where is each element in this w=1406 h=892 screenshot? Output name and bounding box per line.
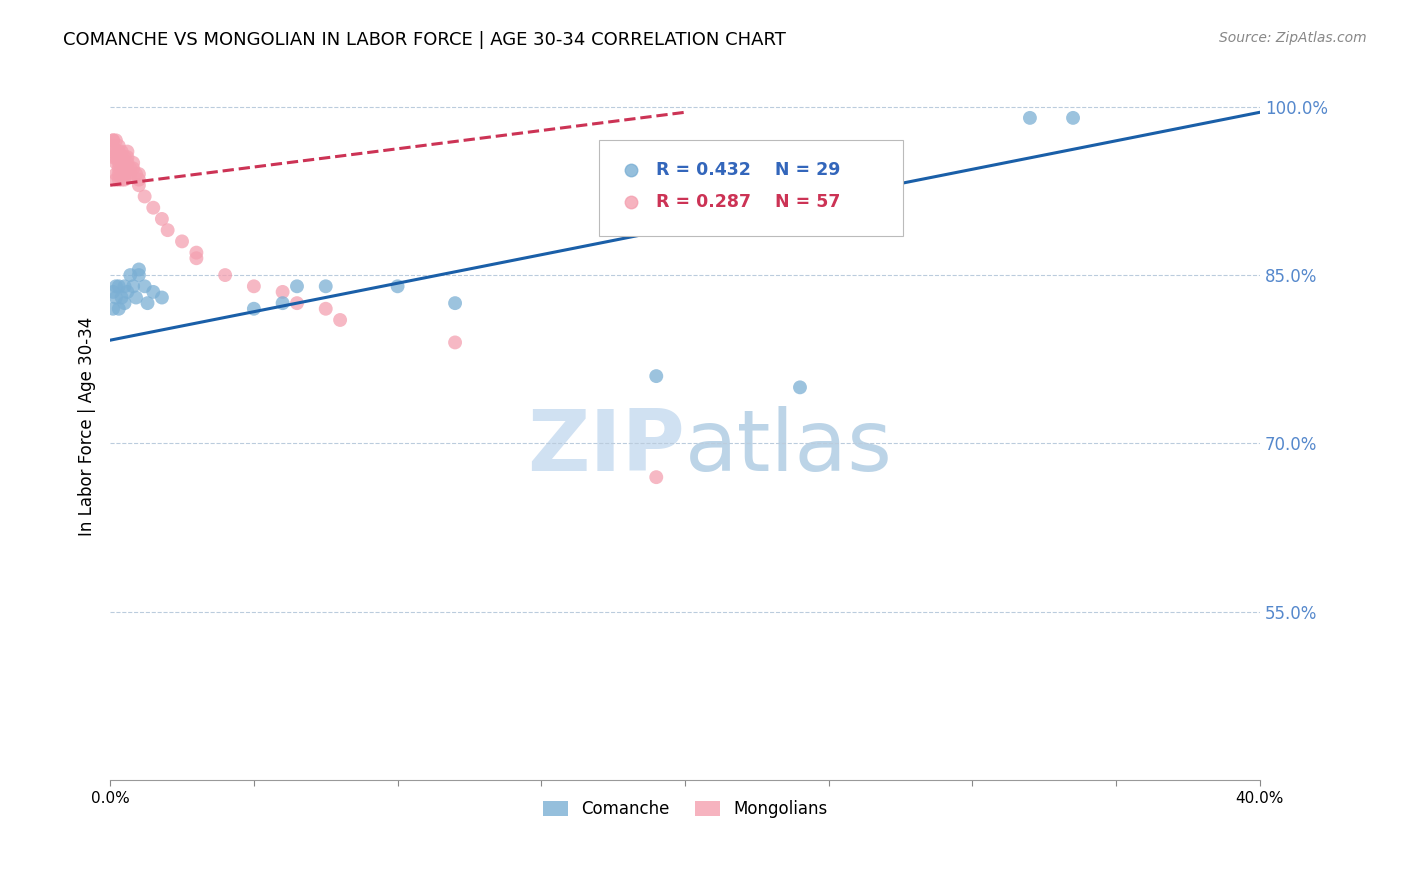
Point [101,285,124,299]
Point [285,296,308,310]
Point [125,291,148,305]
Point [114,150,136,164]
Point [111,167,134,181]
Point [214,268,236,282]
Point [128,167,150,181]
Point [114,279,136,293]
Point [122,279,145,293]
Point [107,150,129,164]
Point [444,335,467,350]
Point [104,156,127,170]
Point [111,145,134,159]
Text: atlas: atlas [685,407,893,490]
Point [107,172,129,186]
Point [645,369,668,384]
Point [107,167,129,181]
Point [645,470,668,484]
Point [117,150,139,164]
Point [111,161,134,176]
Point [114,167,136,181]
Point [1019,111,1042,125]
Point [128,172,150,186]
Point [243,279,266,293]
Point [117,145,139,159]
Text: COMANCHE VS MONGOLIAN IN LABOR FORCE | AGE 30-34 CORRELATION CHART: COMANCHE VS MONGOLIAN IN LABOR FORCE | A… [63,31,786,49]
Point [128,262,150,277]
Legend: Comanche, Mongolians: Comanche, Mongolians [536,794,834,825]
Point [285,279,308,293]
Point [789,380,811,394]
Point [104,279,127,293]
Point [315,279,337,293]
Text: ZIP: ZIP [527,407,685,490]
Point [101,133,124,147]
Point [150,211,173,226]
Point [107,301,129,316]
Point [1062,111,1084,125]
Point [111,291,134,305]
Point [170,235,193,249]
Point [117,167,139,181]
Y-axis label: In Labor Force | Age 30-34: In Labor Force | Age 30-34 [79,317,96,536]
Point [111,172,134,186]
Point [107,145,129,159]
Point [444,296,467,310]
Point [107,139,129,153]
Point [111,150,134,164]
Point [142,285,165,299]
Point [329,313,352,327]
Point [271,296,294,310]
Point [104,172,127,186]
Point [117,156,139,170]
Point [142,201,165,215]
Point [125,167,148,181]
Point [101,133,124,147]
Point [114,161,136,176]
Point [104,150,127,164]
FancyBboxPatch shape [599,140,904,235]
Text: R = 0.432    N = 29: R = 0.432 N = 29 [657,161,841,179]
Point [128,268,150,282]
Point [387,279,409,293]
Point [156,223,179,237]
Point [104,291,127,305]
Point [150,291,173,305]
Point [111,156,134,170]
Point [107,279,129,293]
Point [271,285,294,299]
Point [117,161,139,176]
Text: Source: ZipAtlas.com: Source: ZipAtlas.com [1219,31,1367,45]
Point [104,167,127,181]
Point [134,279,156,293]
Point [243,301,266,316]
Point [136,296,159,310]
Point [107,156,129,170]
Point [117,285,139,299]
Point [134,189,156,203]
Point [101,139,124,153]
Point [122,156,145,170]
Point [120,161,142,176]
Point [101,150,124,164]
Point [186,251,208,265]
Point [114,172,136,186]
Point [128,178,150,193]
Point [186,245,208,260]
Point [315,301,337,316]
Point [101,145,124,159]
Point [107,161,129,176]
Point [104,133,127,147]
Point [101,301,124,316]
Point [120,167,142,181]
Point [104,145,127,159]
Point [114,156,136,170]
Text: R = 0.287    N = 57: R = 0.287 N = 57 [657,194,841,211]
Point [120,268,142,282]
Point [122,161,145,176]
Point [114,296,136,310]
